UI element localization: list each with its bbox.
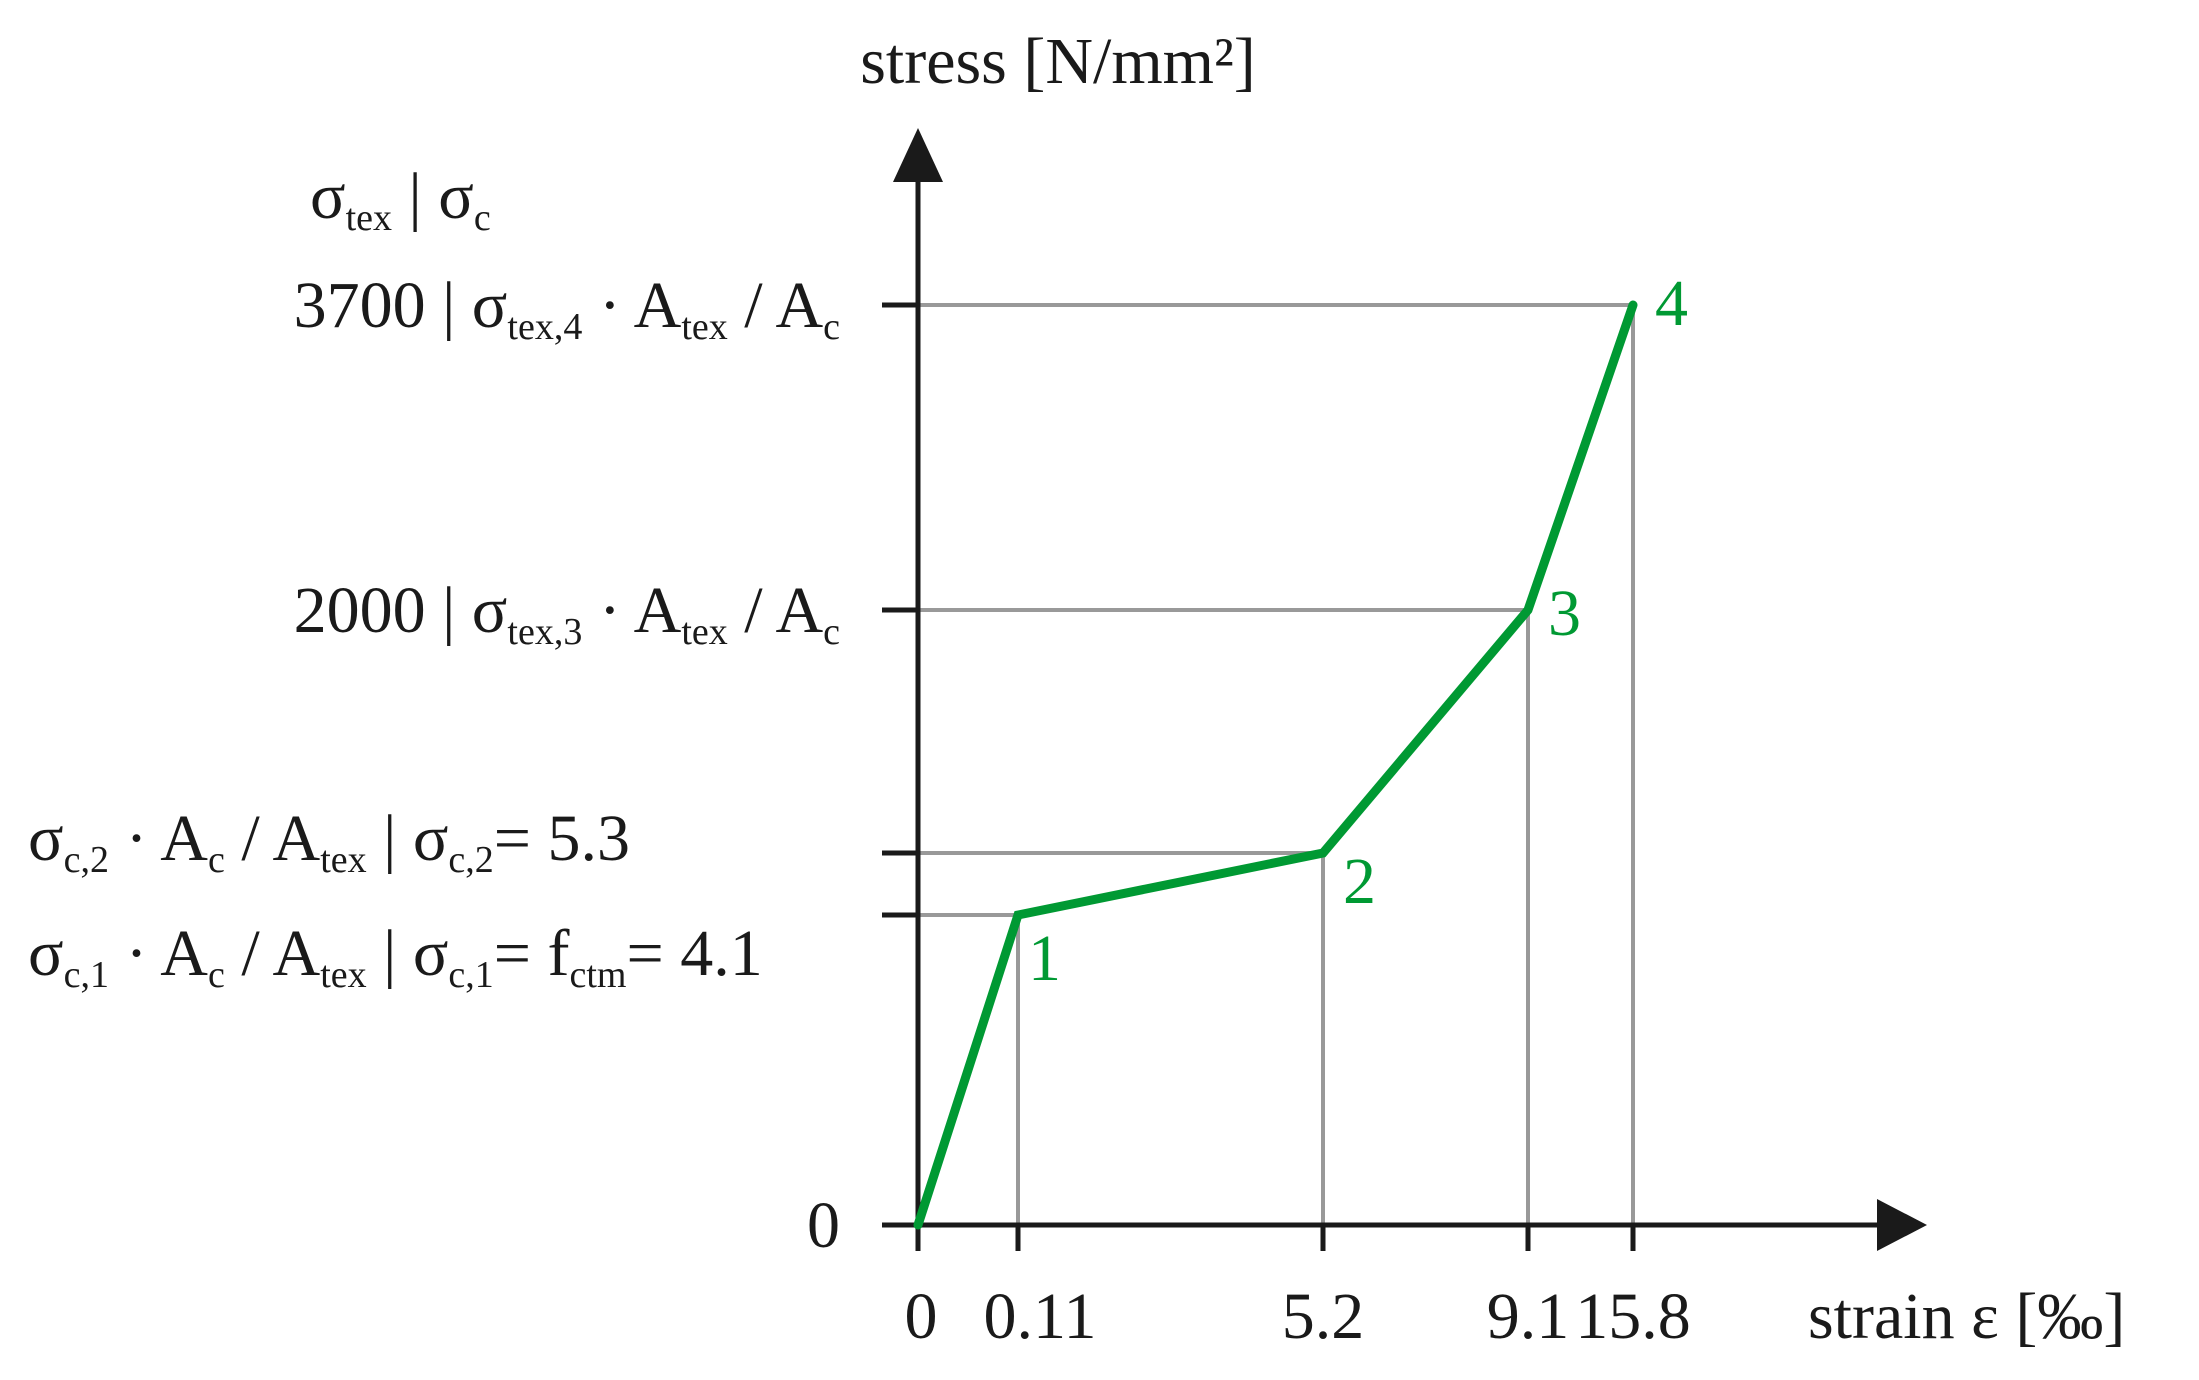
curve [913, 300, 1638, 1230]
point-label-2: 2 [1343, 845, 1376, 918]
x-tick-label: 15.8 [1575, 1280, 1691, 1353]
y-tick-label: 2000 | σtex,3 · Atex / Ac [294, 574, 840, 653]
y-tick-label: 0 [807, 1189, 840, 1262]
guide-lines [918, 303, 1635, 1225]
y-tick-label: σc,2 · Ac / Atex | σc,2= 5.3 [28, 802, 630, 881]
point-label-4: 4 [1655, 267, 1688, 340]
x-tick-label: 9.1 [1487, 1280, 1570, 1353]
y-axis-arrow [893, 128, 943, 182]
point-label-3: 3 [1548, 577, 1581, 650]
x-axis-arrow [1877, 1199, 1927, 1251]
y-tick-label: 3700 | σtex,4 · Atex / Ac [294, 269, 840, 348]
x-tick-label: 5.2 [1282, 1280, 1365, 1353]
axes [893, 128, 1927, 1251]
x-tick-label: 0.11 [983, 1280, 1096, 1353]
x-tick-label: 0 [905, 1280, 938, 1353]
stress-strain-curve [913, 300, 1638, 1230]
x-axis-title: strain ε [‰] [1808, 1280, 2125, 1353]
point-label-1: 1 [1028, 922, 1061, 995]
tick-marks [882, 302, 1636, 1251]
y-tick-label: σc,1 · Ac / Atex | σc,1= fctm= 4.1 [28, 917, 763, 996]
y-axis-header: σtex | σc [310, 160, 491, 239]
y-axis-title: stress [N/mm²] [860, 25, 1256, 98]
